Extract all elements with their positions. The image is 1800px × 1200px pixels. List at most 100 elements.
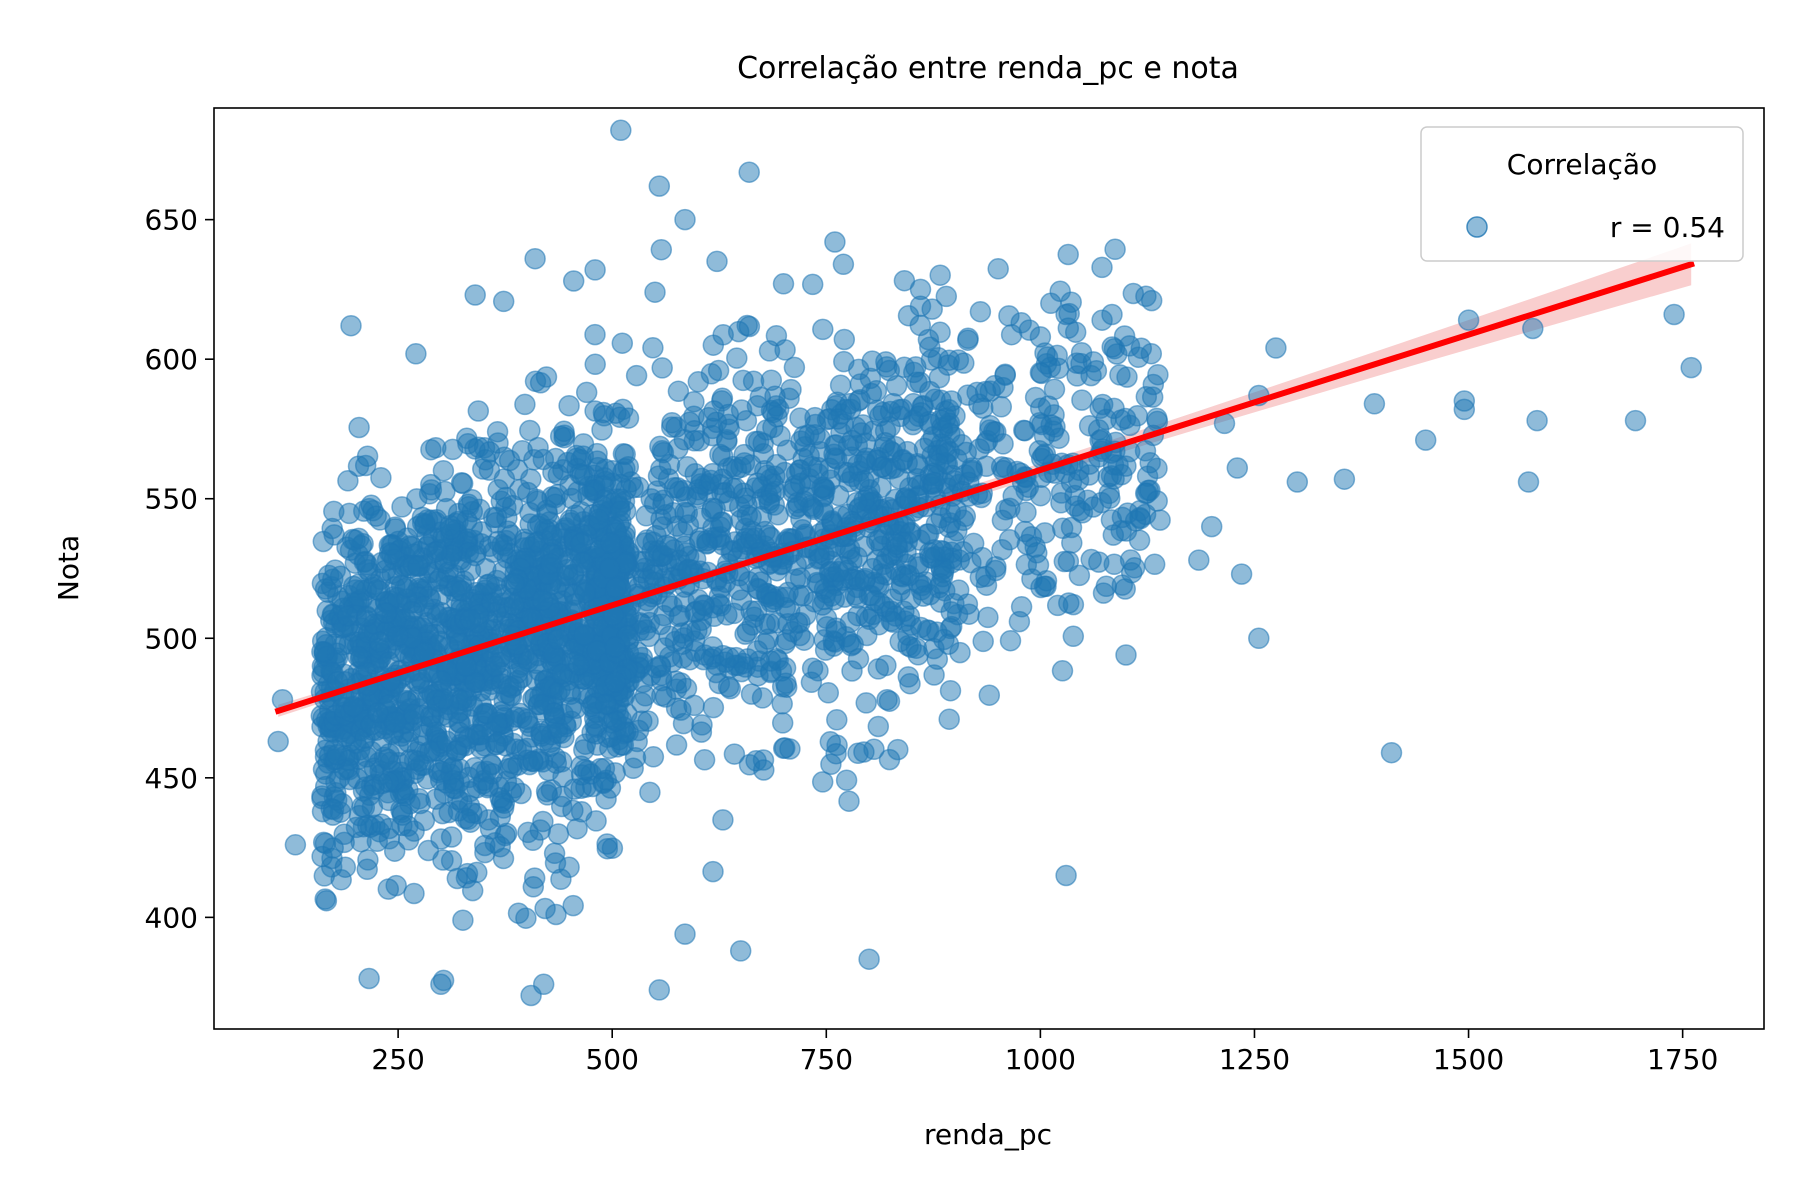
scatter-point xyxy=(767,504,789,526)
scatter-point xyxy=(450,472,473,494)
scatter-point xyxy=(692,648,715,671)
scatter-point xyxy=(1265,337,1287,359)
scatter-point xyxy=(928,366,951,389)
scatter-point xyxy=(923,471,945,494)
scatter-point xyxy=(888,468,911,490)
scatter-point xyxy=(1037,395,1060,417)
scatter-point xyxy=(574,759,596,781)
scatter-point xyxy=(985,556,1007,578)
scatter-point xyxy=(542,461,564,484)
scatter-point xyxy=(705,661,727,684)
scatter-point xyxy=(522,750,544,773)
scatter-point xyxy=(730,660,753,683)
scatter-point xyxy=(994,364,1016,386)
scatter-point xyxy=(939,679,962,702)
scatter-point xyxy=(998,528,1021,551)
scatter-point xyxy=(937,633,960,655)
scatter-point xyxy=(413,809,436,832)
scatter-point xyxy=(729,940,752,962)
scatter-point xyxy=(855,692,877,714)
x-tick-label: 1000 xyxy=(1005,1043,1076,1076)
scatter-point xyxy=(586,442,608,465)
scatter-point xyxy=(553,420,575,443)
scatter-point xyxy=(432,688,455,710)
scatter-point xyxy=(599,557,621,580)
scatter-point xyxy=(879,400,902,423)
scatter-point xyxy=(774,737,796,759)
scatter-point xyxy=(547,628,569,650)
scatter-point xyxy=(591,419,613,441)
scatter-point xyxy=(1414,429,1437,451)
scatter-point xyxy=(439,518,462,541)
scatter-point xyxy=(867,658,890,680)
scatter-point xyxy=(811,594,834,616)
scatter-point xyxy=(825,742,847,765)
legend-title: Correlação xyxy=(1507,148,1657,181)
scatter-point xyxy=(378,651,400,673)
scatter-point xyxy=(524,247,546,270)
scatter-point xyxy=(626,641,649,664)
scatter-point xyxy=(753,759,775,781)
scatter-point xyxy=(403,882,425,905)
scatter-point xyxy=(519,501,541,524)
scatter-point xyxy=(574,581,596,604)
scatter-point xyxy=(342,695,365,718)
scatter-point xyxy=(896,488,918,511)
scatter-point xyxy=(665,670,687,693)
scatter-point xyxy=(738,315,761,338)
scatter-point xyxy=(833,350,855,373)
scatter-point xyxy=(625,364,648,387)
scatter-point xyxy=(740,683,763,705)
scatter-point xyxy=(348,416,370,439)
scatter-point xyxy=(584,259,606,281)
scatter-point xyxy=(998,305,1020,327)
scatter-point xyxy=(1363,393,1386,415)
scatter-point xyxy=(464,671,486,694)
scatter-point xyxy=(748,578,770,601)
scatter-point xyxy=(532,973,555,996)
scatter-point xyxy=(740,506,762,529)
scatter-point xyxy=(706,250,728,273)
scatter-point xyxy=(667,380,690,403)
scatter-point xyxy=(1200,515,1223,538)
scatter-point xyxy=(624,747,647,769)
scatter-point xyxy=(503,572,525,595)
scatter-point xyxy=(885,375,908,397)
scatter-point xyxy=(584,400,606,422)
scatter-point xyxy=(377,878,400,900)
scatter-point xyxy=(931,565,954,588)
scatter-point xyxy=(435,497,458,520)
scatter-point xyxy=(587,508,610,531)
legend-box xyxy=(1420,126,1744,262)
scatter-points xyxy=(267,119,1702,1007)
scatter-point xyxy=(723,743,746,765)
scatter-point xyxy=(375,602,398,624)
scatter-point xyxy=(516,711,539,734)
scatter-point xyxy=(832,253,855,276)
scatter-point xyxy=(702,696,725,719)
scatter-point xyxy=(609,500,632,522)
scatter-point xyxy=(1663,303,1685,326)
scatter-point xyxy=(686,619,708,642)
scatter-point xyxy=(1104,238,1126,261)
scatter-point xyxy=(918,542,941,564)
scatter-point xyxy=(401,600,423,623)
scatter-point xyxy=(634,685,657,707)
x-tick-label: 250 xyxy=(371,1043,424,1076)
scatter-point xyxy=(494,486,517,509)
scatter-point xyxy=(610,119,632,142)
scatter-point xyxy=(407,555,429,578)
scatter-point xyxy=(765,453,788,476)
scatter-point xyxy=(736,620,759,643)
scatter-point xyxy=(977,606,999,629)
scatter-point xyxy=(849,389,871,411)
scatter-point xyxy=(833,328,856,351)
scatter-point xyxy=(846,491,868,514)
scatter-point xyxy=(419,740,441,763)
scatter-point xyxy=(1147,363,1169,386)
scatter-point xyxy=(569,463,591,485)
scatter-point xyxy=(1017,476,1040,498)
scatter-point xyxy=(1034,522,1056,544)
scatter-point xyxy=(517,650,540,673)
scatter-point xyxy=(523,449,545,471)
